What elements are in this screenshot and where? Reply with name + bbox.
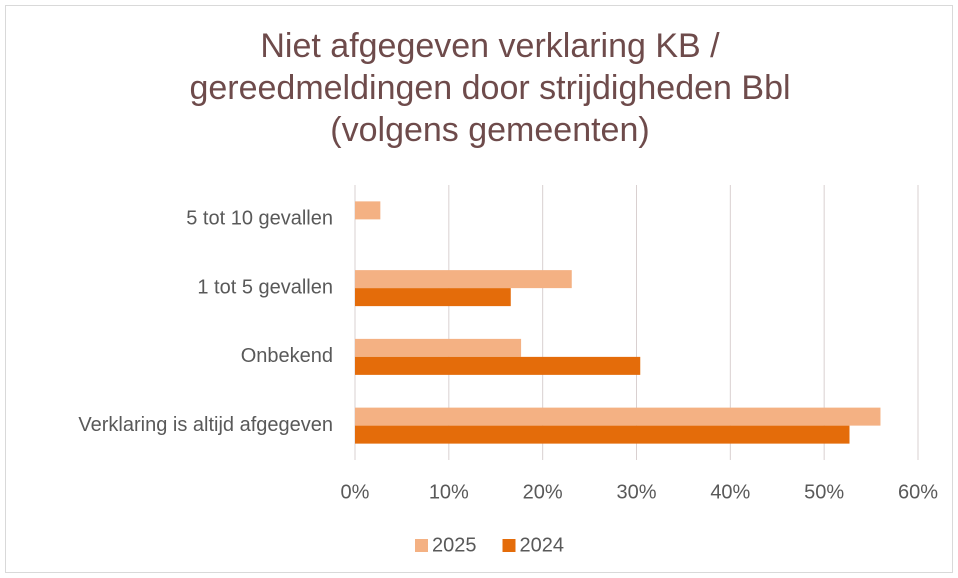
bar — [355, 288, 511, 307]
chart-title: (volgens gemeenten) — [330, 111, 649, 149]
bar — [355, 201, 381, 220]
y-tick-label: Onbekend — [241, 345, 333, 367]
bar — [355, 356, 641, 375]
y-tick-label: 1 tot 5 gevallen — [197, 276, 333, 298]
legend-swatch — [415, 539, 428, 552]
x-tick-label: 60% — [898, 481, 938, 503]
legend-label: 2025 — [432, 534, 477, 556]
x-tick-label: 10% — [429, 481, 469, 503]
legend-swatch — [502, 539, 516, 552]
bar — [355, 425, 850, 444]
bar — [355, 270, 572, 289]
y-tick-label: 5 tot 10 gevallen — [186, 208, 333, 230]
chart-title: gereedmeldingen door strijdigheden Bbl — [189, 69, 790, 107]
x-tick-label: 0% — [341, 481, 370, 503]
chart-title: Niet afgegeven verklaring KB / — [260, 27, 720, 65]
x-tick-label: 30% — [616, 481, 656, 503]
bar — [355, 338, 522, 357]
y-tick-label: Verklaring is altijd afgegeven — [78, 414, 333, 436]
x-tick-label: 50% — [804, 481, 844, 503]
legend-label: 2024 — [520, 534, 565, 556]
bar — [355, 407, 881, 426]
x-tick-label: 40% — [710, 481, 750, 503]
x-tick-label: 20% — [523, 481, 563, 503]
